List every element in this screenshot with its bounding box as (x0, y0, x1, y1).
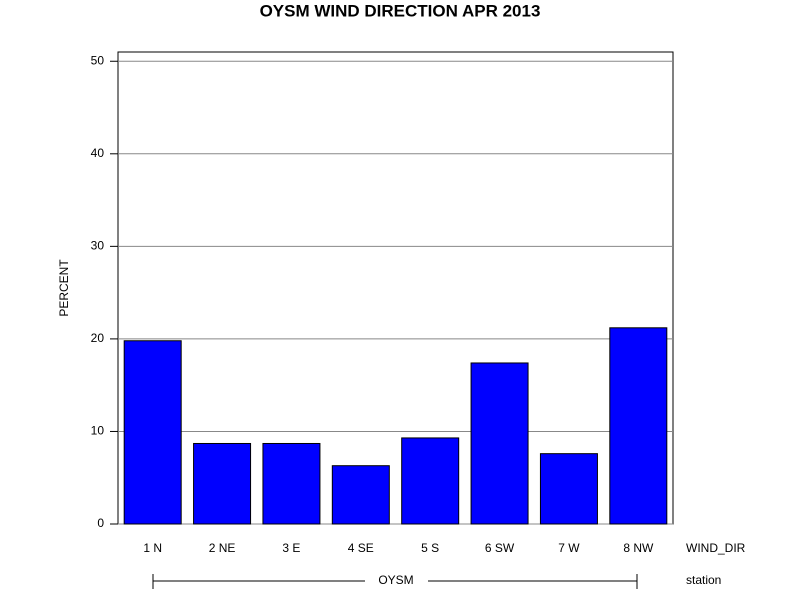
x-tick-label: 8 NW (623, 541, 654, 555)
y-tick-label: 0 (97, 516, 104, 530)
bar (331, 465, 390, 525)
y-tick-label: 40 (91, 146, 105, 160)
x-axis-label: WIND_DIR (686, 541, 746, 555)
y-tick-label: 20 (91, 331, 105, 345)
group-label: OYSM (378, 573, 413, 587)
bar (262, 442, 321, 525)
y-tick-label: 30 (91, 239, 105, 253)
y-axis-label: PERCENT (57, 259, 71, 317)
x-tick-label: 1 N (143, 541, 162, 555)
bar (470, 362, 529, 525)
chart-title: OYSM WIND DIRECTION APR 2013 (260, 1, 541, 20)
x-tick-label: 4 SE (348, 541, 374, 555)
x-tick-label: 6 SW (485, 541, 515, 555)
x-tick-label: 7 W (558, 541, 580, 555)
bar (609, 327, 668, 525)
group-axis-label: station (686, 573, 721, 587)
y-tick-label: 10 (91, 424, 105, 438)
x-tick-label: 3 E (282, 541, 300, 555)
x-tick-label: 2 NE (209, 541, 236, 555)
bar (123, 340, 182, 525)
x-tick-label: 5 S (421, 541, 439, 555)
bar (193, 442, 252, 525)
bar (539, 453, 598, 525)
bar (401, 437, 460, 525)
y-tick-label: 50 (91, 53, 105, 67)
